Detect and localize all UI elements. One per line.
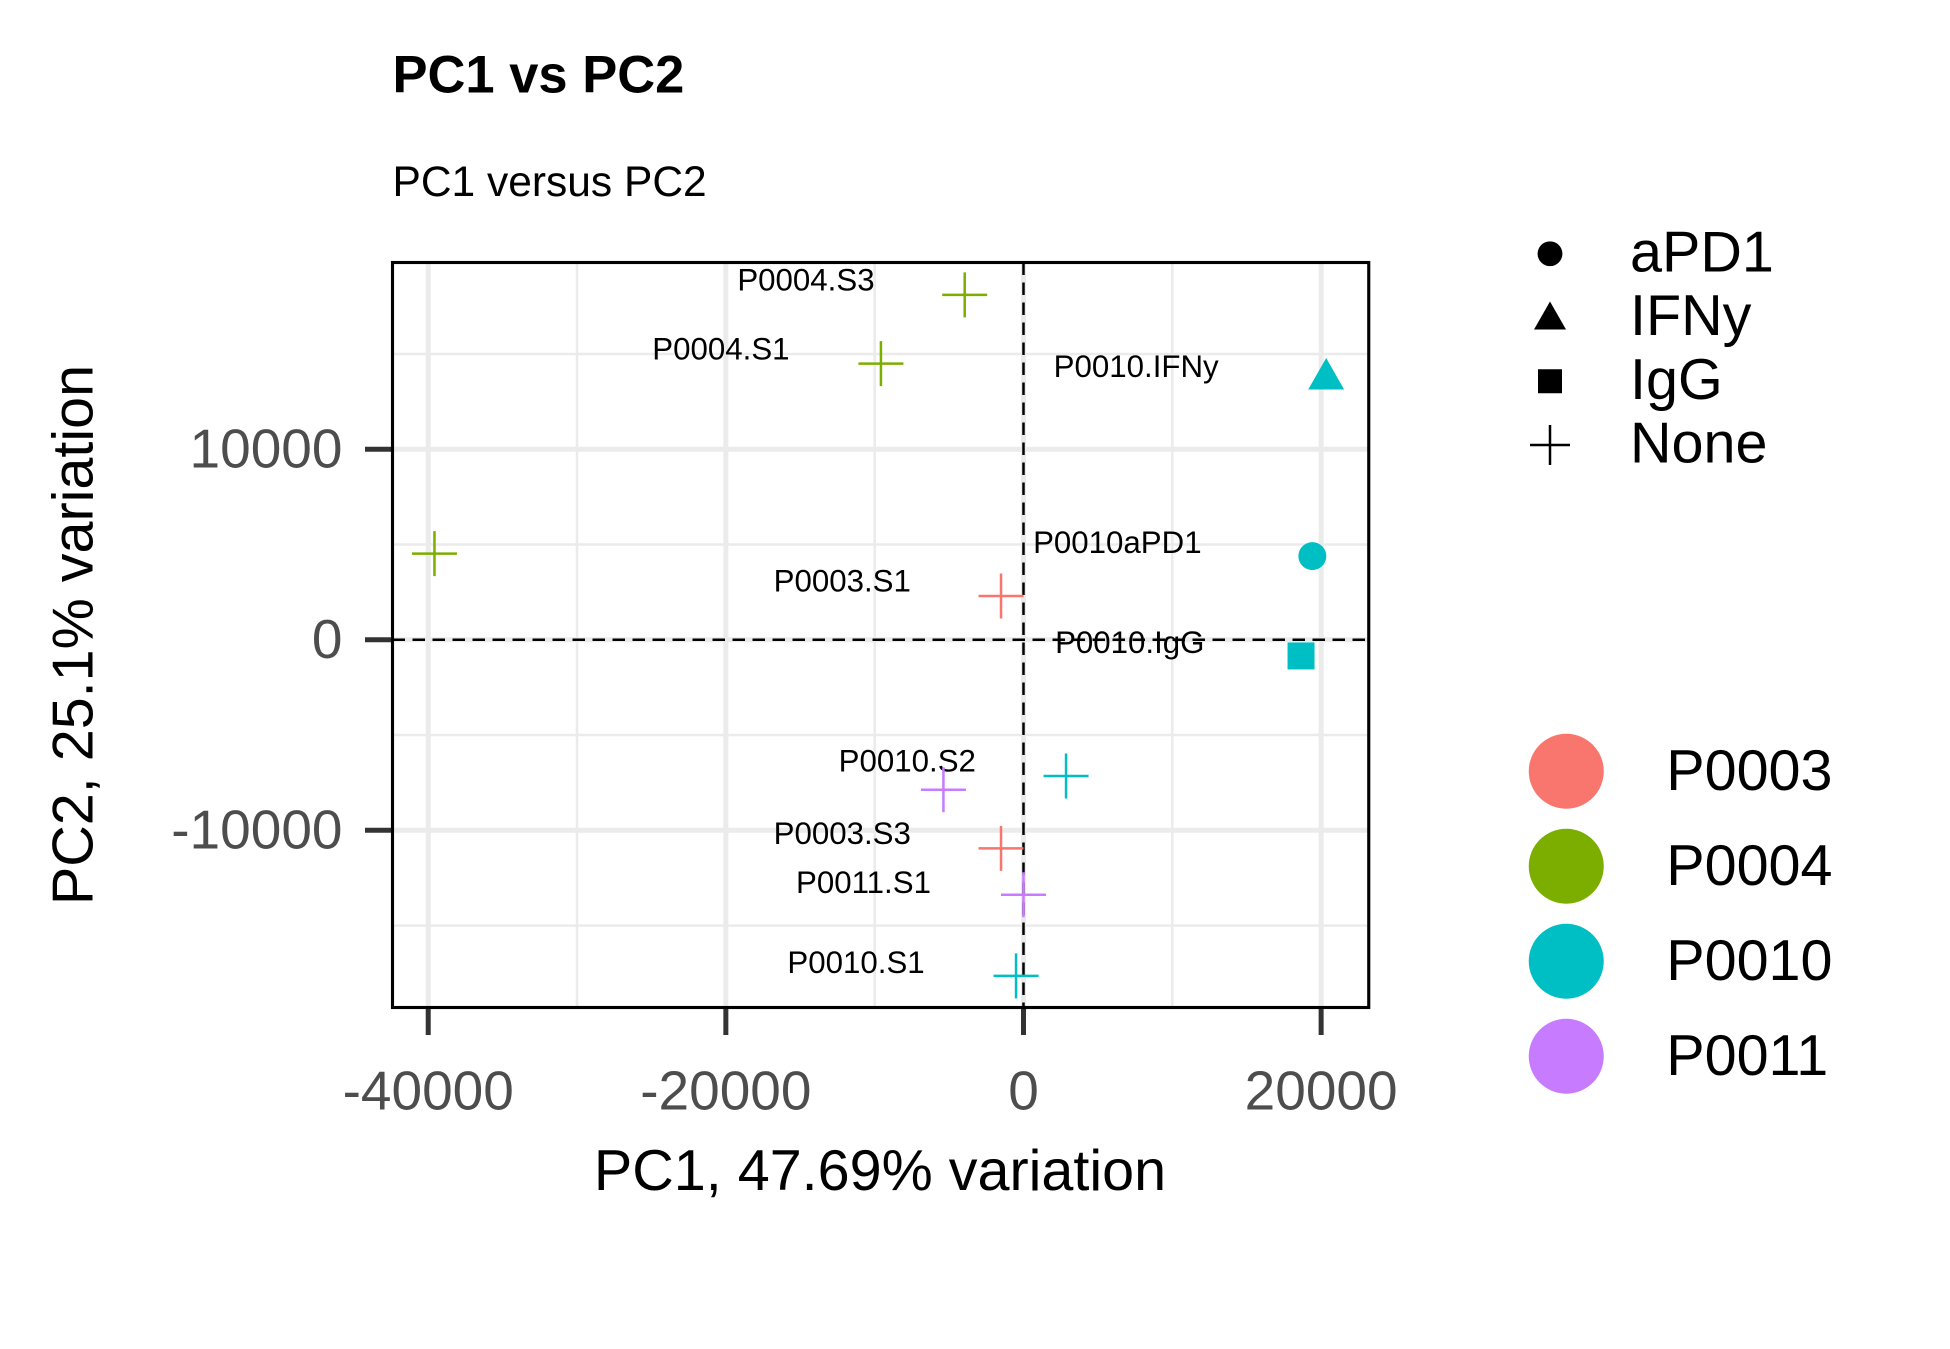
data-point <box>1043 753 1089 799</box>
y-axis-title: PC2, 25.1% variation <box>42 365 106 905</box>
x-tick-label: 0 <box>1008 1060 1039 1122</box>
x-axis-title: PC1, 47.69% variation <box>594 1139 1166 1203</box>
y-tick-label: 0 <box>312 608 343 670</box>
legend-symbol <box>1538 369 1562 394</box>
legend-label: P0003 <box>1666 739 1832 803</box>
legend-swatch <box>1528 733 1604 809</box>
point-label: P0010.IgG <box>1055 625 1204 660</box>
point-label: P0010.IFNy <box>1054 349 1219 384</box>
legend-label: IFNy <box>1630 284 1752 348</box>
point-label: P0011.S1 <box>796 865 931 900</box>
chart-subtitle: PC1 versus PC2 <box>393 159 707 206</box>
x-tick-label: -20000 <box>640 1060 811 1122</box>
legend-symbol <box>1534 301 1566 330</box>
point-label: P0010.S1 <box>787 945 924 980</box>
data-point <box>411 531 457 577</box>
data-point <box>858 341 904 387</box>
x-tick-label: 20000 <box>1245 1060 1398 1122</box>
legend-label: None <box>1630 412 1767 476</box>
legend-label: P0010 <box>1666 929 1832 993</box>
data-point <box>1308 358 1345 390</box>
data-point <box>978 573 1024 619</box>
point-label: P0004.S3 <box>737 263 874 298</box>
legend-label: P0011 <box>1666 1024 1828 1088</box>
legend-label: aPD1 <box>1630 220 1774 284</box>
legend-swatch <box>1528 923 1604 999</box>
point-label: P0004.S1 <box>652 331 789 366</box>
chart-title: PC1 vs PC2 <box>393 46 685 105</box>
data-point <box>920 767 966 813</box>
y-tick-label: -10000 <box>171 799 342 861</box>
panel-border <box>390 260 1371 1010</box>
point-label: P0003.S1 <box>774 564 911 599</box>
legend-swatch <box>1528 828 1604 904</box>
data-point <box>1000 872 1046 918</box>
point-label: P0010aPD1 <box>1033 525 1202 560</box>
legend-label: IgG <box>1630 348 1723 412</box>
legend-label: P0004 <box>1666 834 1832 898</box>
point-label: P0003.S3 <box>774 816 911 851</box>
point-label: P0010.S2 <box>839 744 976 779</box>
legend-symbol <box>1530 425 1570 466</box>
legend-swatch <box>1528 1018 1604 1094</box>
data-point <box>942 272 988 318</box>
y-tick-label: 10000 <box>190 418 343 480</box>
legend-symbol <box>1537 241 1563 267</box>
data-point <box>978 825 1024 871</box>
data-point <box>1298 542 1327 571</box>
x-tick-label: -40000 <box>343 1060 514 1122</box>
data-point <box>993 953 1039 999</box>
data-point <box>1287 642 1315 670</box>
